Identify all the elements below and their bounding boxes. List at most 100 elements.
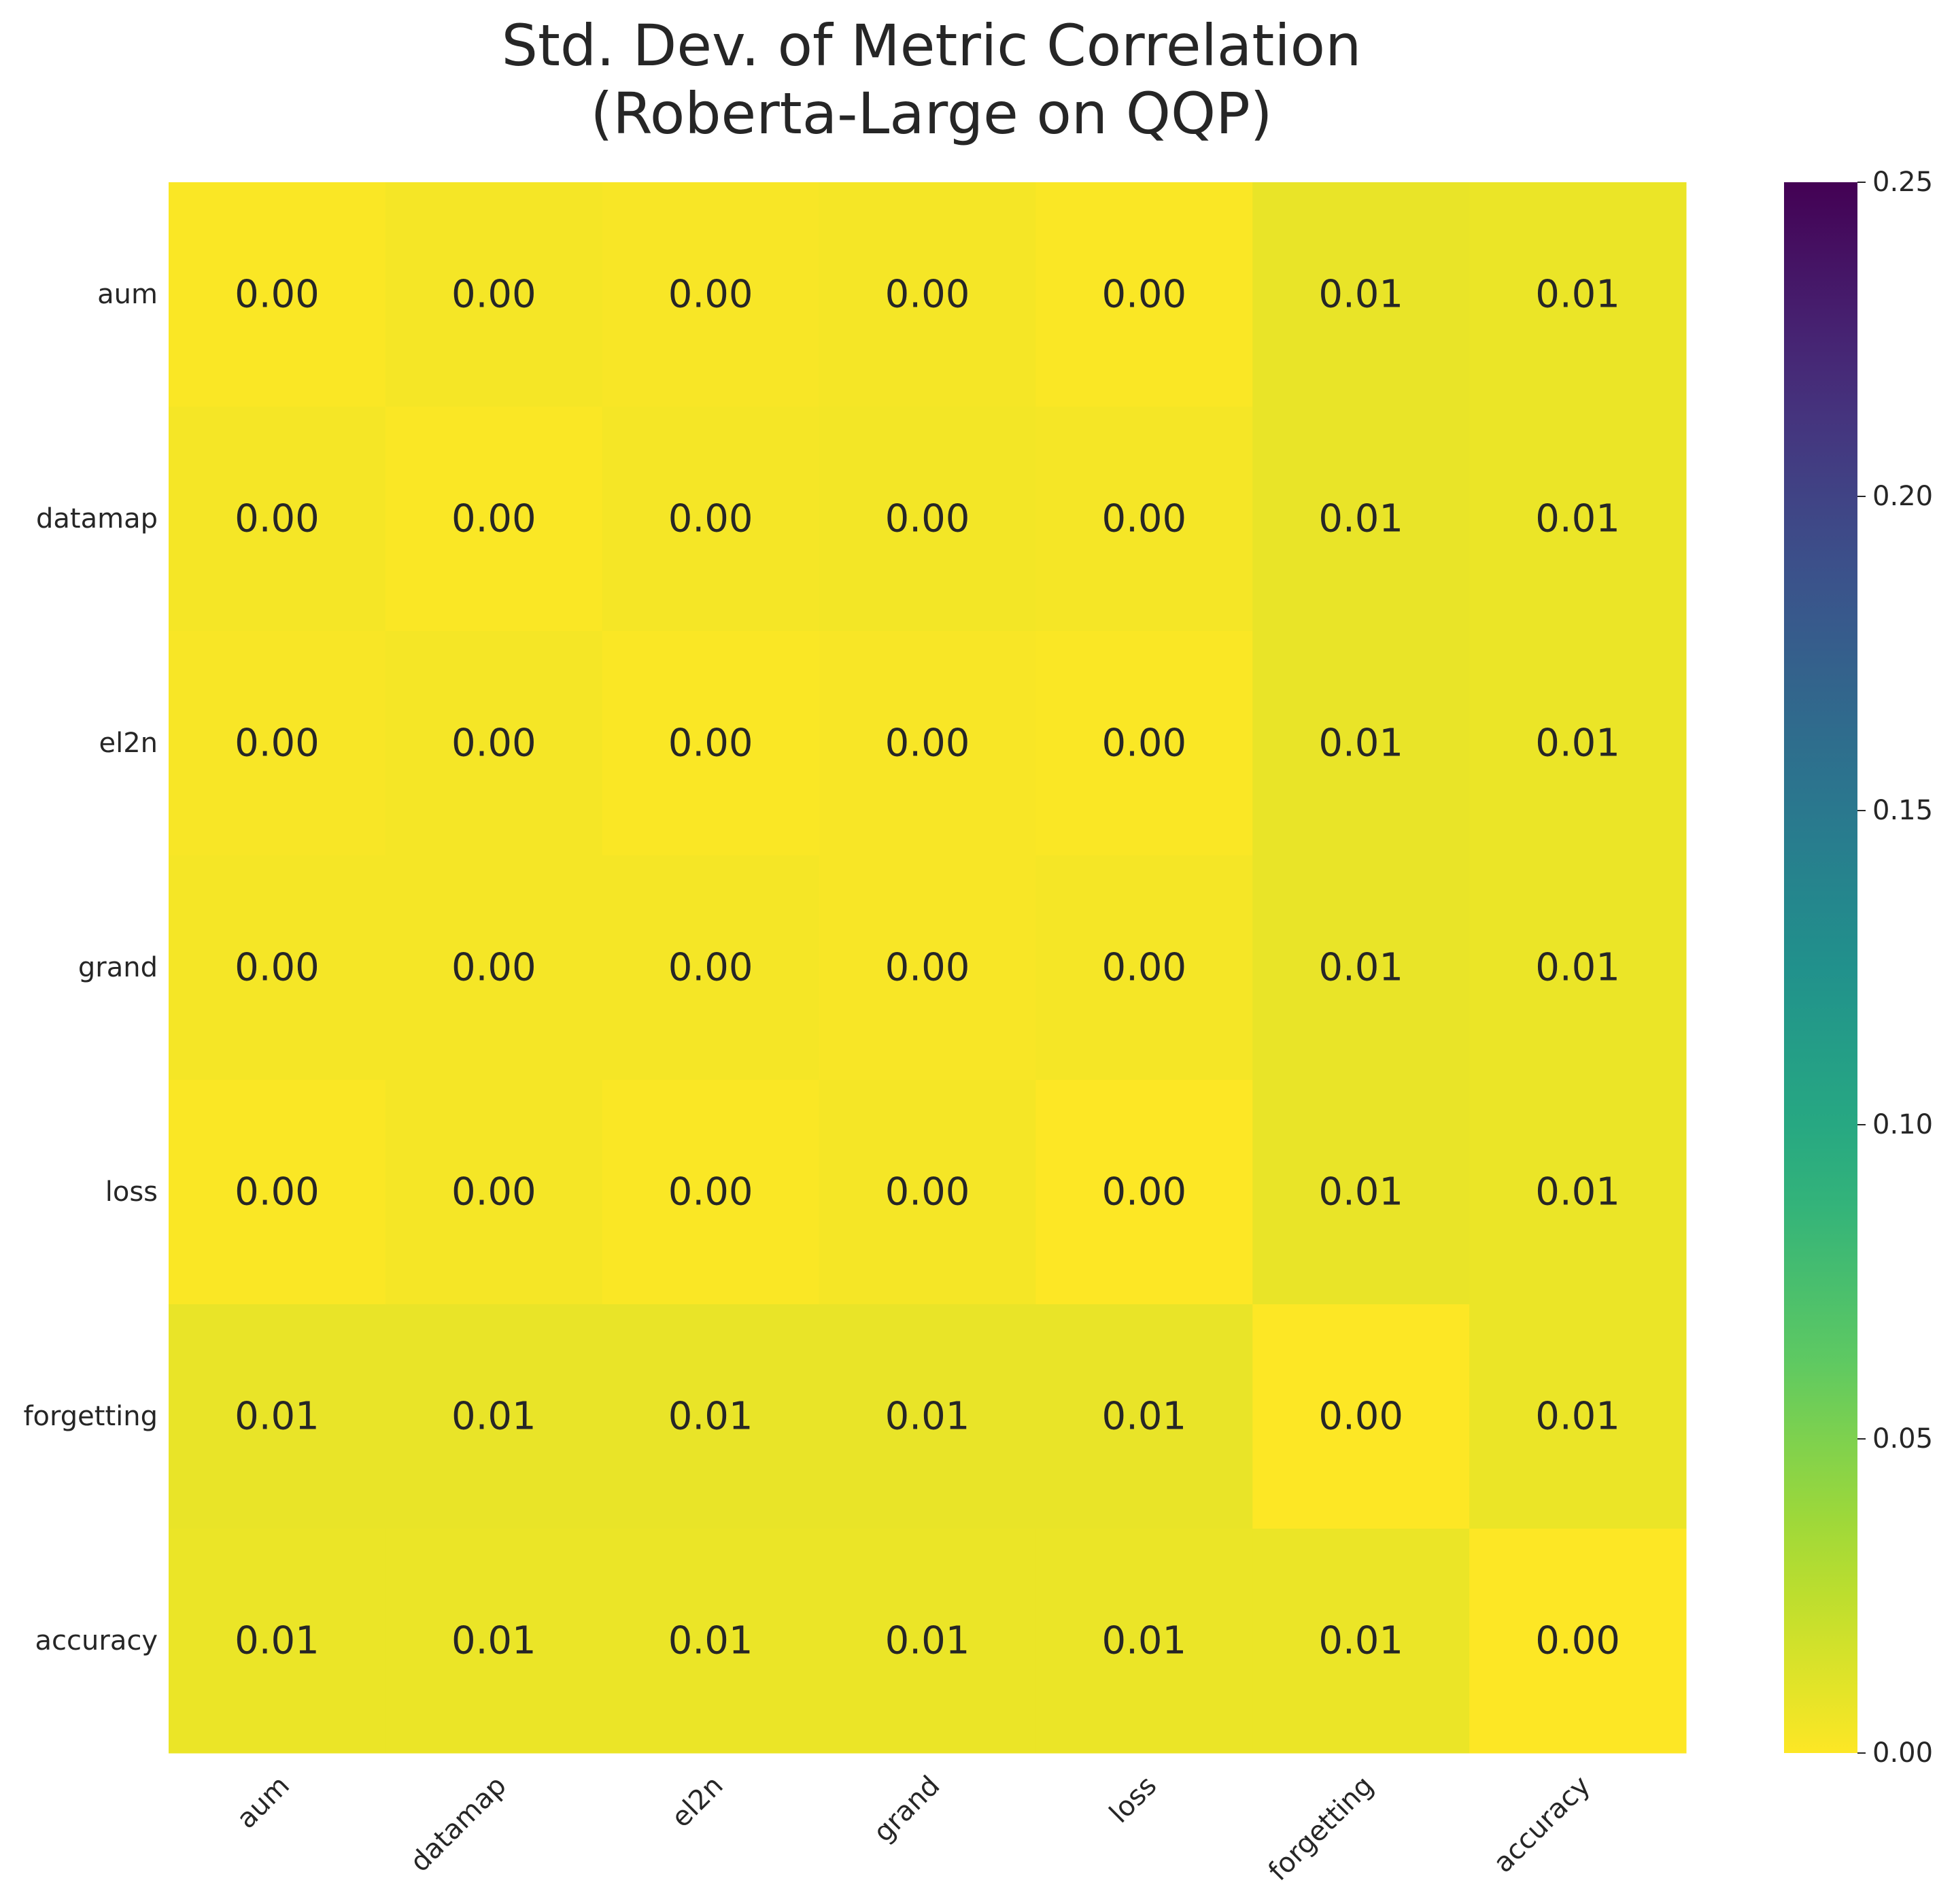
cell-value-label: 0.00 xyxy=(668,1170,753,1214)
cell-value-label: 0.01 xyxy=(668,1619,753,1663)
cell-value-label: 0.01 xyxy=(451,1395,536,1439)
heatmap-cell xyxy=(1469,855,1687,1081)
cell-value-label: 0.00 xyxy=(885,946,970,990)
cell-value-label: 0.01 xyxy=(235,1395,320,1439)
heatmap-cell xyxy=(819,1080,1036,1305)
cell-value-label: 0.00 xyxy=(668,946,753,990)
cell-value-label: 0.01 xyxy=(1318,721,1403,766)
heatmap-cell xyxy=(385,182,603,407)
cell-value-label: 0.01 xyxy=(1318,1619,1403,1663)
heatmap-cell xyxy=(169,1304,386,1529)
x-axis-tick-labels: aum datamap el2n grand loss forgetting accurac… xyxy=(231,1770,1596,1887)
y-tick-label: aum xyxy=(97,279,158,310)
colorbar: 0.00 0.05 0.10 0.15 0.20 0.25 xyxy=(1784,167,1933,1769)
x-tick-label: grand xyxy=(868,1770,946,1848)
heatmap-cell xyxy=(169,407,386,632)
heatmap-cell xyxy=(1035,407,1253,632)
chart-title-line-2: (Roberta-Large on QQP) xyxy=(590,80,1272,147)
heatmap-cell xyxy=(602,1080,820,1305)
heatmap-cell xyxy=(1469,631,1687,856)
heatmap-cell xyxy=(1469,1529,1687,1754)
x-tick-label: el2n xyxy=(666,1770,730,1834)
cell-value-label: 0.00 xyxy=(885,1170,970,1214)
colorbar-tick-label: 0.10 xyxy=(1872,1109,1933,1140)
heatmap-cell xyxy=(1035,855,1253,1081)
x-tick-label: aum xyxy=(231,1770,296,1835)
cell-value-label: 0.00 xyxy=(1102,1170,1187,1214)
heatmap-cell xyxy=(385,631,603,856)
heatmap-cell xyxy=(1252,407,1470,632)
cell-value-label: 0.00 xyxy=(451,721,536,766)
cell-value-label: 0.01 xyxy=(1318,273,1403,317)
cell-value-label: 0.00 xyxy=(1102,946,1187,990)
heatmap-cell xyxy=(169,182,386,407)
cell-value-label: 0.00 xyxy=(668,273,753,317)
heatmap-cell xyxy=(1469,182,1687,407)
y-axis-tick-labels: aum datamap el2n grand loss forgetting accurac… xyxy=(23,279,158,1656)
heatmap-cell xyxy=(385,1080,603,1305)
heatmap-cell xyxy=(1035,631,1253,856)
cell-value-label: 0.00 xyxy=(451,497,536,541)
cell-value-label: 0.00 xyxy=(885,273,970,317)
cell-value-label: 0.01 xyxy=(668,1395,753,1439)
heatmap-cell xyxy=(602,1529,820,1754)
cell-value-label: 0.00 xyxy=(1102,497,1187,541)
cell-value-label: 0.01 xyxy=(885,1395,970,1439)
cell-value-label: 0.00 xyxy=(235,1170,320,1214)
heatmap-cell xyxy=(385,407,603,632)
cell-value-label: 0.00 xyxy=(451,946,536,990)
heatmap-cell xyxy=(1252,182,1470,407)
heatmap-cell xyxy=(385,855,603,1081)
cell-value-label: 0.00 xyxy=(668,721,753,766)
cell-value-label: 0.00 xyxy=(1102,721,1187,766)
heatmap-cell xyxy=(1469,407,1687,632)
chart-title: Std. Dev. of Metric Correlation (Roberta… xyxy=(502,12,1362,147)
cell-value-label: 0.01 xyxy=(1318,497,1403,541)
chart-title-line-1: Std. Dev. of Metric Correlation xyxy=(502,12,1362,79)
heatmap-cell xyxy=(1252,1529,1470,1754)
y-tick-label: grand xyxy=(78,952,158,983)
heatmap-cell xyxy=(385,1304,603,1529)
colorbar-tick-label: 0.00 xyxy=(1872,1737,1933,1769)
cell-value-label: 0.01 xyxy=(1535,1395,1620,1439)
heatmap-cell xyxy=(169,855,386,1081)
heatmap-cell xyxy=(1035,1529,1253,1754)
cell-value-label: 0.01 xyxy=(1535,273,1620,317)
heatmap-cell xyxy=(1252,631,1470,856)
cell-value-label: 0.01 xyxy=(1535,1170,1620,1214)
heatmap-cell xyxy=(169,631,386,856)
colorbar-tick-label: 0.05 xyxy=(1872,1423,1933,1455)
x-tick-label: datamap xyxy=(405,1770,513,1878)
cell-value-label: 0.00 xyxy=(235,497,320,541)
cell-value-label: 0.00 xyxy=(451,1170,536,1214)
cell-value-label: 0.00 xyxy=(885,497,970,541)
heatmap-cell xyxy=(602,182,820,407)
heatmap-cell xyxy=(819,631,1036,856)
cell-value-label: 0.00 xyxy=(235,946,320,990)
colorbar-tick-label: 0.20 xyxy=(1872,481,1933,512)
y-tick-label: loss xyxy=(105,1176,158,1208)
cell-value-label: 0.01 xyxy=(1318,946,1403,990)
cell-value-label: 0.00 xyxy=(235,273,320,317)
cell-value-label: 0.01 xyxy=(1535,721,1620,766)
colorbar-tick-label: 0.15 xyxy=(1872,795,1933,826)
heatmap-cell xyxy=(385,1529,603,1754)
y-tick-label: forgetting xyxy=(23,1401,158,1432)
heatmap-cell xyxy=(1035,182,1253,407)
x-tick-label: loss xyxy=(1103,1770,1163,1829)
cell-value-label: 0.00 xyxy=(668,497,753,541)
heatmap-cell xyxy=(1252,1080,1470,1305)
cell-value-label: 0.01 xyxy=(235,1619,320,1663)
cell-value-label: 0.01 xyxy=(1318,1170,1403,1214)
cell-value-label: 0.00 xyxy=(1318,1395,1403,1439)
heatmap-cell xyxy=(819,855,1036,1081)
heatmap-cell xyxy=(1469,1304,1687,1529)
y-tick-label: accuracy xyxy=(35,1625,158,1656)
cell-value-label: 0.01 xyxy=(1102,1395,1187,1439)
cell-value-label: 0.00 xyxy=(451,273,536,317)
cell-value-label: 0.01 xyxy=(1102,1619,1187,1663)
colorbar-tick-label: 0.25 xyxy=(1872,167,1933,198)
heatmap-cell xyxy=(819,1304,1036,1529)
cell-value-label: 0.01 xyxy=(451,1619,536,1663)
